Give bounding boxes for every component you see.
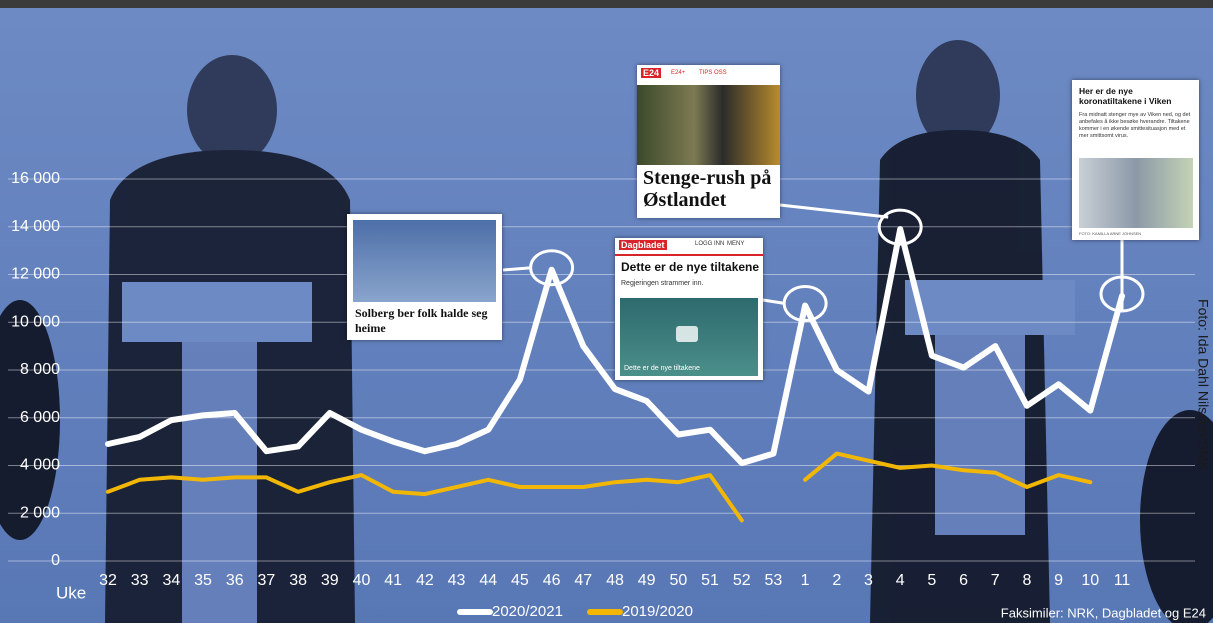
e24-clipping: E24 E24+ TIPS OSS Stenge-rush på Østland…	[637, 65, 780, 218]
nav-item: E24+	[671, 70, 686, 76]
x-tick-label: 32	[99, 572, 117, 589]
x-tick-label: 6	[959, 572, 968, 589]
silhouettes	[0, 40, 1213, 623]
x-tick-label: 5	[927, 572, 936, 589]
clipping-video: Dette er de nye tiltakene	[620, 298, 758, 376]
x-tick-label: 39	[321, 572, 339, 589]
x-tick-label: 7	[991, 572, 1000, 589]
y-tick-label: 16 000	[11, 170, 60, 187]
clipping-subtitle: Regjeringen strammer inn.	[621, 280, 704, 287]
x-tick-label: 51	[701, 572, 719, 589]
annotation-connector	[502, 266, 532, 272]
clipping-body: Fra midnatt stenger mye av Viken ned, og…	[1079, 112, 1191, 139]
x-tick-label: 47	[574, 572, 592, 589]
x-tick-label: 41	[384, 572, 402, 589]
clipping-photo	[637, 85, 780, 165]
x-tick-label: 1	[801, 572, 810, 589]
plot-layer: 0 2 000 4 000 6 000 8 000 10 000 12 000 14 000 1…	[8, 170, 1195, 589]
x-tick-label: 36	[226, 572, 244, 589]
y-tick-label: 4 000	[20, 457, 60, 474]
clipping-header: Dagbladet LOGG INN MENY	[615, 238, 763, 256]
x-tick-label: 52	[733, 572, 751, 589]
x-tick-label: 49	[638, 572, 656, 589]
y-tick-label: 2 000	[20, 504, 60, 521]
x-tick-label: 35	[194, 572, 212, 589]
x-tick-label: 11	[1114, 572, 1131, 589]
annotation-ring	[782, 285, 828, 323]
x-tick-label: 44	[479, 572, 497, 589]
x-tick-label: 48	[606, 572, 624, 589]
x-tick-label: 3	[864, 572, 873, 589]
nav-item: MENY	[727, 241, 745, 247]
x-tick-label: 10	[1081, 572, 1099, 589]
nav-item: LOGG INN	[695, 241, 725, 247]
clipping-headline: Dette er de nye tiltakene	[621, 260, 760, 274]
annotation-ring	[529, 249, 575, 287]
y-tick-label: 14 000	[11, 218, 60, 235]
x-tick-label: 46	[543, 572, 561, 589]
x-tick-label: 38	[289, 572, 307, 589]
x-tick-label: 8	[1022, 572, 1031, 589]
clipping-header: E24 E24+ TIPS OSS	[637, 65, 780, 83]
series-line	[105, 226, 1125, 467]
clipping-photo	[1079, 158, 1193, 228]
x-tick-label: 2	[832, 572, 841, 589]
y-tick-label: 8 000	[20, 361, 60, 378]
x-tick-label: 42	[416, 572, 434, 589]
x-tick-label: 43	[448, 572, 466, 589]
x-tick-label: 4	[896, 572, 905, 589]
photo-credit: Foto: Ida Dahl Nilssen/SMK	[1195, 299, 1211, 472]
y-tick-label: 10 000	[11, 313, 60, 330]
annotation-ring	[1099, 275, 1145, 313]
clipping-photo	[353, 220, 496, 302]
annotation-connector	[762, 298, 786, 306]
source-logo: Dagbladet	[619, 240, 667, 250]
viken-clipping: Her er de nye koronatiltakene i Viken Fr…	[1072, 80, 1199, 240]
x-tick-label: 37	[258, 572, 276, 589]
legend-label: 2019/2020	[622, 603, 693, 620]
x-tick-label: 53	[765, 572, 783, 589]
y-tick-label: 6 000	[20, 409, 60, 426]
y-tick-label: 12 000	[11, 266, 60, 283]
photo-caption: FOTO: KAMILLA ARNE JOHNSEN	[1079, 231, 1142, 236]
series-line	[106, 451, 1093, 523]
legend-label: 2020/2021	[492, 603, 563, 620]
x-tick-label: 50	[669, 572, 687, 589]
x-axis-label: Uke	[56, 583, 86, 602]
video-caption: Dette er de nye tiltakene	[624, 365, 700, 372]
source-logo: E24	[641, 68, 662, 78]
x-tick-label: 40	[353, 572, 371, 589]
annotation-ring	[877, 208, 923, 246]
nav-item: TIPS OSS	[699, 70, 727, 76]
clipping-headline: Solberg ber folk halde seg heime	[355, 306, 488, 335]
nrk-clipping: Solberg ber folk halde seg heime	[347, 214, 502, 340]
x-tick-label: 45	[511, 572, 529, 589]
x-tick-label: 9	[1054, 572, 1063, 589]
dagbladet-clipping: Dagbladet LOGG INN MENY Dette er de nye …	[615, 238, 763, 380]
clipping-headline: Her er de nye koronatiltakene i Viken	[1079, 86, 1172, 106]
facsimile-credit: Faksimiler: NRK, Dagbladet og E24	[1001, 605, 1206, 620]
clipping-headline: Stenge-rush på Østlandet	[643, 167, 772, 211]
x-tick-label: 33	[131, 572, 149, 589]
play-button	[676, 326, 698, 342]
y-tick-label: 0	[51, 552, 60, 569]
annotation-connector	[779, 203, 889, 219]
x-tick-label: 34	[162, 572, 180, 589]
